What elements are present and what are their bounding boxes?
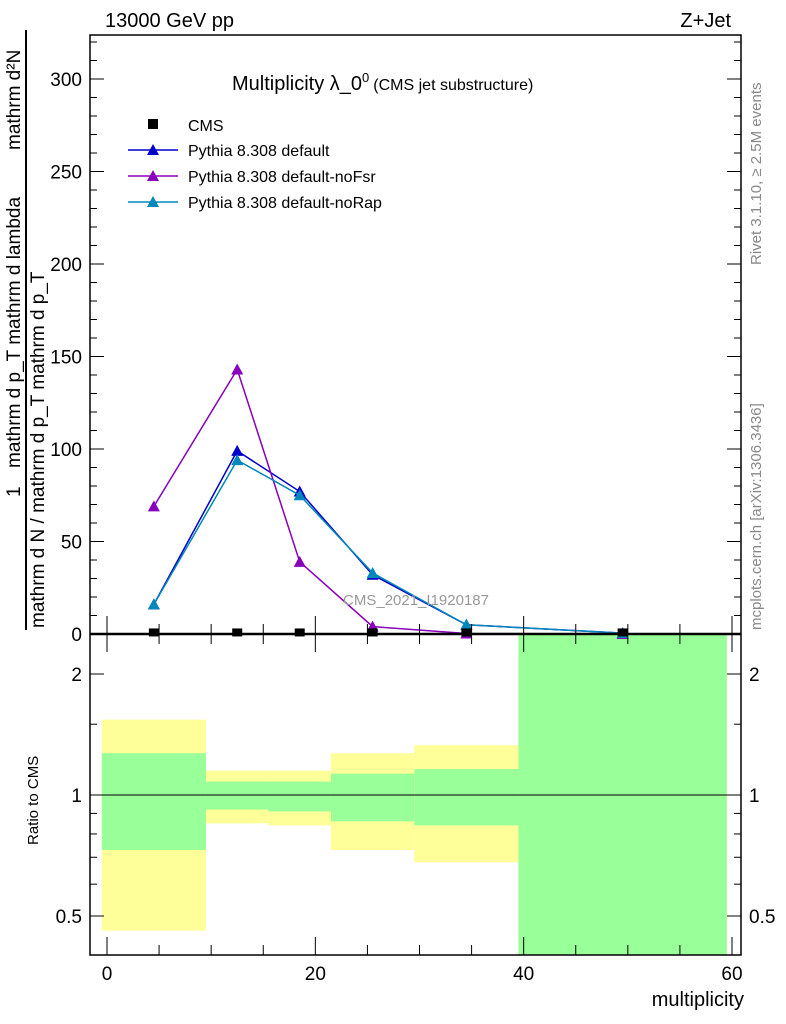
side-label-mcplots: mcplots.cern.ch [arXiv:1306.3436] (748, 403, 765, 630)
x-tick-label: 20 (305, 964, 326, 985)
series-marker-1 (231, 363, 244, 375)
y-label-one: 1 (4, 486, 25, 497)
series-marker-2 (147, 598, 160, 610)
series-marker-1 (293, 555, 306, 567)
title-main: Multiplicity λ_0 (232, 73, 362, 95)
y-tick-label: 0 (71, 625, 82, 646)
series-marker-2 (231, 454, 244, 466)
legend-label-1: Pythia 8.308 default-noFsr (188, 169, 376, 186)
ratio-y-label: Ratio to CMS (25, 756, 42, 845)
y-label-numerator: mathrm d²N (4, 50, 25, 150)
watermark: CMS_2021_I1920187 (343, 592, 489, 609)
ratio-band-inner (101, 753, 206, 850)
plot-frame (89, 34, 742, 956)
x-tick-label: 0 (102, 964, 113, 985)
legend-cms-label: CMS (188, 118, 224, 135)
y-tick-label: 100 (50, 440, 82, 461)
y-tick-label: 250 (50, 163, 82, 184)
ratio-band-inner (268, 781, 331, 812)
series-layer (147, 363, 629, 639)
legend-label-0: Pythia 8.308 default (188, 143, 330, 160)
ratio-band-inner (205, 781, 269, 810)
cms-data-point (617, 628, 628, 637)
y-label-main: mathrm d N / mathrm d p_T mathrm d p_T (28, 271, 49, 628)
top-left-label: 13000 GeV pp (105, 10, 234, 32)
series-marker-2 (366, 566, 379, 578)
ratio-y-tick-label: 0.5 (56, 907, 82, 928)
series-marker-2 (460, 618, 473, 630)
y-label-denominator: mathrm d p_T mathrm d lambda (4, 197, 25, 468)
x-tick-label: 60 (721, 964, 742, 985)
ratio-y-tick-label-right: 1 (749, 786, 760, 807)
chart-title: Multiplicity λ_00 (CMS jet substructure) (232, 70, 533, 95)
ratio-band-inner (330, 773, 415, 822)
cms-data-point (148, 628, 159, 637)
ratio-y-tick-label: 1 (71, 786, 82, 807)
series-marker-2 (293, 489, 306, 501)
legend-marker-1 (147, 170, 159, 181)
title-note: (CMS jet substructure) (373, 77, 533, 94)
series-marker-1 (147, 500, 160, 512)
ratio-y-tick-label-right: 2 (749, 665, 760, 686)
legend-marker-0 (147, 144, 159, 155)
cms-data-point (461, 628, 472, 637)
cms-data-point (232, 628, 243, 637)
legend-marker-2 (147, 196, 159, 207)
series-marker-0 (231, 444, 244, 456)
y-tick-label: 150 (50, 348, 82, 369)
series-line-2 (153, 459, 623, 634)
ratio-y-tick-label: 2 (71, 665, 82, 686)
legend-cms-marker (148, 119, 158, 129)
top-right-label: Z+Jet (680, 10, 731, 32)
ratio-bands (90, 635, 741, 955)
title-sup: 0 (362, 70, 369, 85)
ratio-y-tick-label-right: 0.5 (749, 907, 775, 928)
y-tick-label: 300 (50, 70, 82, 91)
legend-label-2: Pythia 8.308 default-noRap (188, 195, 382, 212)
side-label-rivet: Rivet 3.1.10, ≥ 2.5M events (748, 83, 765, 266)
y-tick-label: 50 (61, 533, 82, 554)
legend: CMS Pythia 8.308 default Pythia 8.308 defa… (128, 118, 382, 212)
cms-data-point (294, 628, 305, 637)
cms-data-point (367, 628, 378, 637)
x-axis-label: multiplicity (652, 989, 744, 1011)
x-tick-label: 40 (513, 964, 534, 985)
y-tick-label: 200 (50, 255, 82, 276)
ratio-band-inner (414, 769, 519, 826)
